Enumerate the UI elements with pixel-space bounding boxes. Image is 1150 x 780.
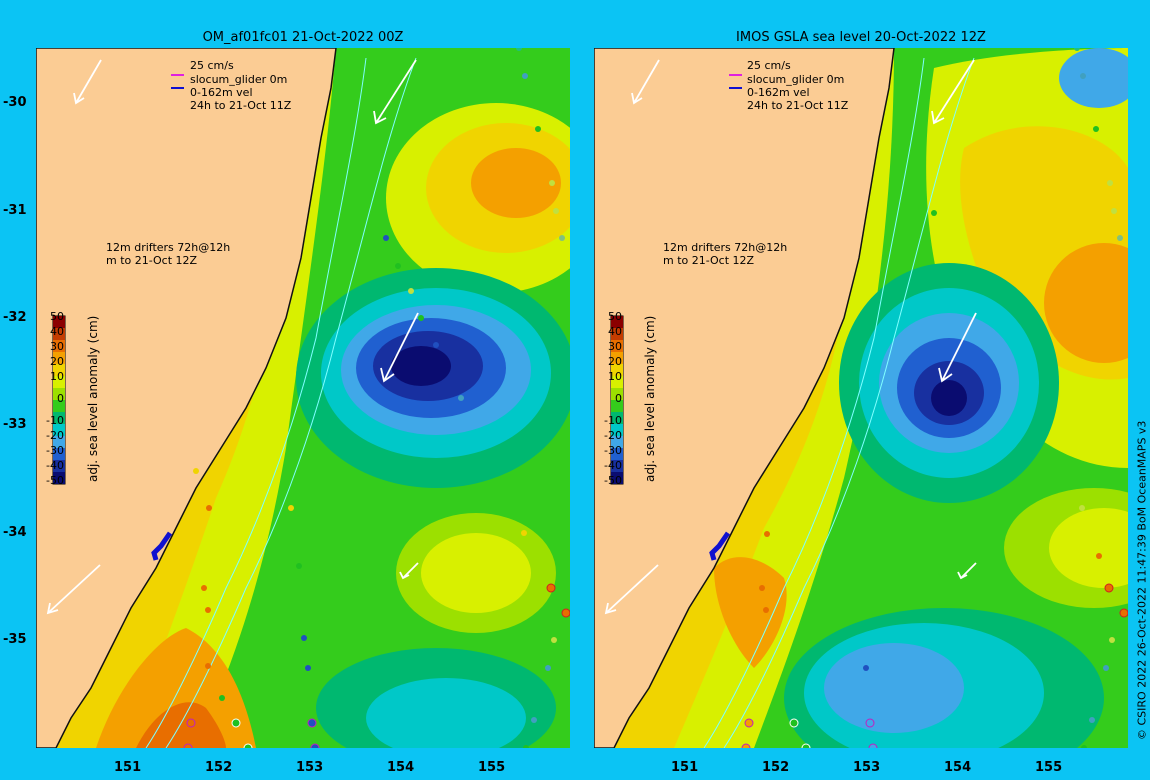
colorbar-title-right: adj. sea level anomaly (cm): [643, 315, 657, 482]
x-tick: 151: [671, 760, 699, 775]
cold-eddy-core: [931, 380, 967, 416]
legend-scale-right: 25 cm/s: [747, 59, 791, 72]
legend-window-right: 24h to 21-Oct 11Z: [747, 99, 849, 112]
credit-text: © CSIRO 2022 26-Oct-2022 11:47:39 BoM Oc…: [1135, 420, 1148, 740]
warm-orange-south: [96, 628, 256, 748]
x-tick: 152: [205, 760, 233, 775]
shelf-contour-1: [723, 57, 975, 748]
y-tick: -34: [3, 525, 27, 540]
velocity-arrows: [604, 59, 977, 615]
legend-vel-right: 0-162m vel: [747, 86, 810, 99]
legend-glider-left: slocum_glider 0m: [190, 73, 288, 86]
cool-area-south-core: [824, 643, 964, 733]
legend-glider-right: slocum_glider 0m: [747, 73, 845, 86]
colorbar: [610, 315, 624, 485]
cbar-label: -50: [604, 474, 622, 487]
drifter-markers: [741, 48, 1128, 748]
drifters-line1-right: 12m drifters 72h@12h: [663, 241, 788, 254]
glider-track: [709, 531, 731, 561]
y-tick: -31: [3, 203, 27, 218]
cbar-label: 0: [615, 392, 622, 405]
panel-title-left: OM_af01fc01 21-Oct-2022 00Z: [202, 30, 404, 45]
x-tick: 153: [853, 760, 881, 775]
cbar-label: 20: [608, 355, 622, 368]
cold-eddy-core: [391, 346, 451, 386]
x-tick: 154: [944, 760, 972, 775]
warm-eddy-se-inner: [1049, 508, 1128, 588]
panel-title-right: IMOS GSLA sea level 20-Oct-2022 12Z: [736, 30, 986, 45]
cbar-label: -30: [46, 444, 64, 457]
warm-dark-south: [136, 702, 226, 748]
cbar-label: 10: [608, 370, 622, 383]
x-tick: 154: [387, 760, 415, 775]
drifter-markers: [183, 48, 570, 748]
y-tick: -33: [3, 417, 27, 432]
legend-window-left: 24h to 21-Oct 11Z: [190, 99, 292, 112]
drifters-line1-left: 12m drifters 72h@12h: [106, 241, 231, 254]
shelf-contour-2: [145, 57, 367, 748]
cbar-label: 40: [50, 325, 64, 338]
colorbar: [52, 315, 66, 485]
x-tick: 155: [478, 760, 506, 775]
cbar-label: 20: [50, 355, 64, 368]
shelf-contour-2: [703, 57, 925, 748]
cbar-label: 50: [50, 310, 64, 323]
x-tick: 153: [296, 760, 324, 775]
cbar-label: -40: [46, 459, 64, 472]
cbar-label: -20: [604, 429, 622, 442]
cbar-label: 10: [50, 370, 64, 383]
warm-region-north-core: [1044, 243, 1128, 363]
legend-scale-left: 25 cm/s: [190, 59, 234, 72]
y-tick: -35: [3, 632, 27, 647]
legend-vel-left: 0-162m vel: [190, 86, 253, 99]
cbar-label: -30: [604, 444, 622, 457]
y-tick: -30: [3, 95, 27, 110]
land-mass: [594, 48, 895, 748]
cbar-label: 30: [50, 340, 64, 353]
cool-area-south-inner: [366, 678, 526, 748]
cbar-label: -50: [46, 474, 64, 487]
x-tick: 152: [762, 760, 790, 775]
cold-spot-ne: [1059, 48, 1128, 108]
cbar-label: 30: [608, 340, 622, 353]
cbar-label: 50: [608, 310, 622, 323]
x-tick: 151: [114, 760, 142, 775]
cbar-label: -20: [46, 429, 64, 442]
x-tick: 155: [1035, 760, 1063, 775]
y-tick: -32: [3, 310, 27, 325]
cbar-label: -40: [604, 459, 622, 472]
velocity-arrows: [46, 59, 419, 615]
cbar-label: 40: [608, 325, 622, 338]
colorbar-title-left: adj. sea level anomaly (cm): [86, 315, 100, 482]
shelf-contour-1: [165, 57, 417, 748]
drifters-line2-right: m to 21-Oct 12Z: [663, 254, 755, 267]
cbar-label: -10: [604, 414, 622, 427]
drifters-line2-left: m to 21-Oct 12Z: [106, 254, 198, 267]
land-mass: [36, 48, 337, 748]
cbar-label: 0: [57, 392, 64, 405]
cbar-label: -10: [46, 414, 64, 427]
warm-eddy-ne-core: [471, 148, 561, 218]
warm-eddy-se-inner: [421, 533, 531, 613]
warm-orange-south: [714, 557, 787, 668]
map-panel-left[interactable]: [36, 48, 570, 748]
map-panel-right[interactable]: [594, 48, 1128, 748]
glider-track: [151, 531, 173, 561]
